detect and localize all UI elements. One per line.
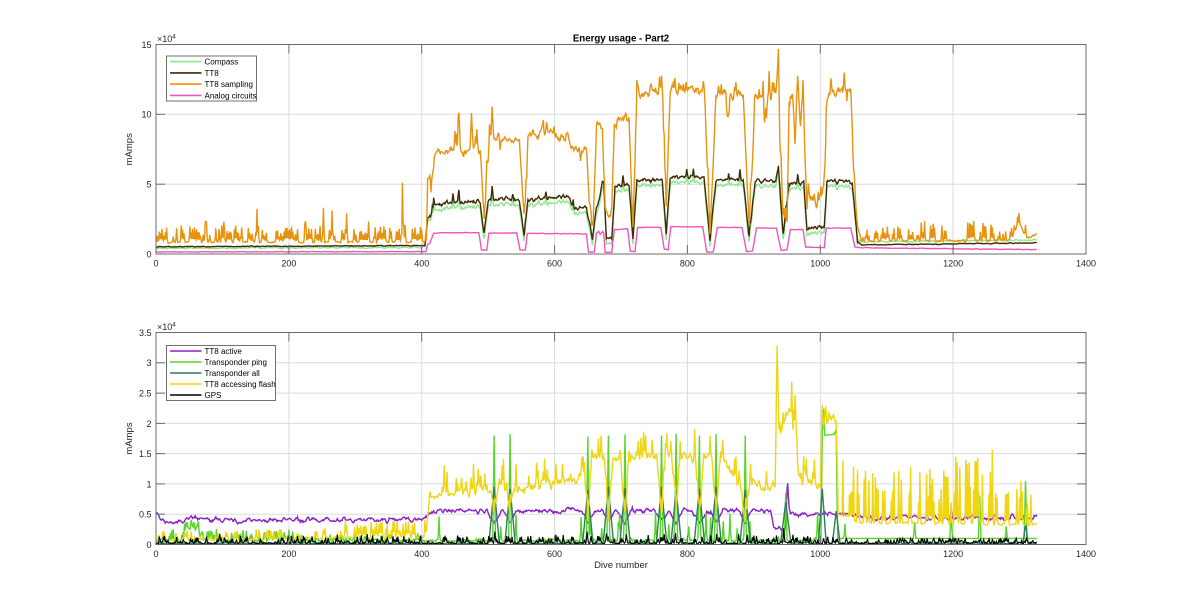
svg-text:5: 5 (146, 180, 151, 190)
svg-text:1200: 1200 (943, 549, 963, 559)
svg-text:1000: 1000 (810, 259, 830, 269)
svg-text:1400: 1400 (1076, 549, 1096, 559)
svg-text:1400: 1400 (1076, 259, 1096, 269)
svg-text:Dive number: Dive number (594, 560, 648, 571)
svg-text:3: 3 (146, 358, 151, 368)
svg-text:0: 0 (146, 540, 151, 550)
svg-text:15: 15 (141, 40, 151, 50)
svg-text:200: 200 (281, 259, 296, 269)
svg-text:TT8 active: TT8 active (205, 347, 243, 356)
svg-text:2.5: 2.5 (139, 388, 152, 398)
svg-text:Compass: Compass (205, 58, 239, 67)
svg-text:2: 2 (146, 419, 151, 429)
svg-text:200: 200 (281, 549, 296, 559)
svg-text:mAmps: mAmps (124, 133, 135, 165)
svg-text:400: 400 (414, 259, 429, 269)
svg-text:600: 600 (547, 259, 562, 269)
svg-text:GPS: GPS (205, 391, 222, 400)
svg-text:mAmps: mAmps (124, 422, 135, 454)
svg-text:Transponder ping: Transponder ping (205, 358, 267, 367)
svg-text:1.5: 1.5 (139, 449, 152, 459)
svg-text:1: 1 (146, 479, 151, 489)
svg-text:1000: 1000 (810, 549, 830, 559)
svg-text:0.5: 0.5 (139, 510, 152, 520)
svg-text:0: 0 (153, 259, 158, 269)
svg-text:TT8: TT8 (205, 69, 220, 78)
svg-text:400: 400 (414, 549, 429, 559)
svg-text:600: 600 (547, 549, 562, 559)
svg-text:0: 0 (146, 249, 151, 259)
svg-text:TT8 accessing flash: TT8 accessing flash (205, 380, 276, 389)
svg-text:×104: ×104 (157, 34, 176, 45)
svg-text:10: 10 (141, 110, 151, 120)
svg-text:Analog circuits: Analog circuits (205, 91, 257, 100)
svg-text:Transponder all: Transponder all (205, 369, 261, 378)
svg-text:Energy usage - Part2: Energy usage - Part2 (573, 33, 669, 44)
svg-text:0: 0 (153, 549, 158, 559)
svg-text:TT8 sampling: TT8 sampling (205, 80, 253, 89)
svg-text:800: 800 (680, 259, 695, 269)
svg-text:3.5: 3.5 (139, 328, 152, 338)
svg-text:800: 800 (680, 549, 695, 559)
svg-text:1200: 1200 (943, 259, 963, 269)
svg-text:×104: ×104 (157, 322, 176, 333)
